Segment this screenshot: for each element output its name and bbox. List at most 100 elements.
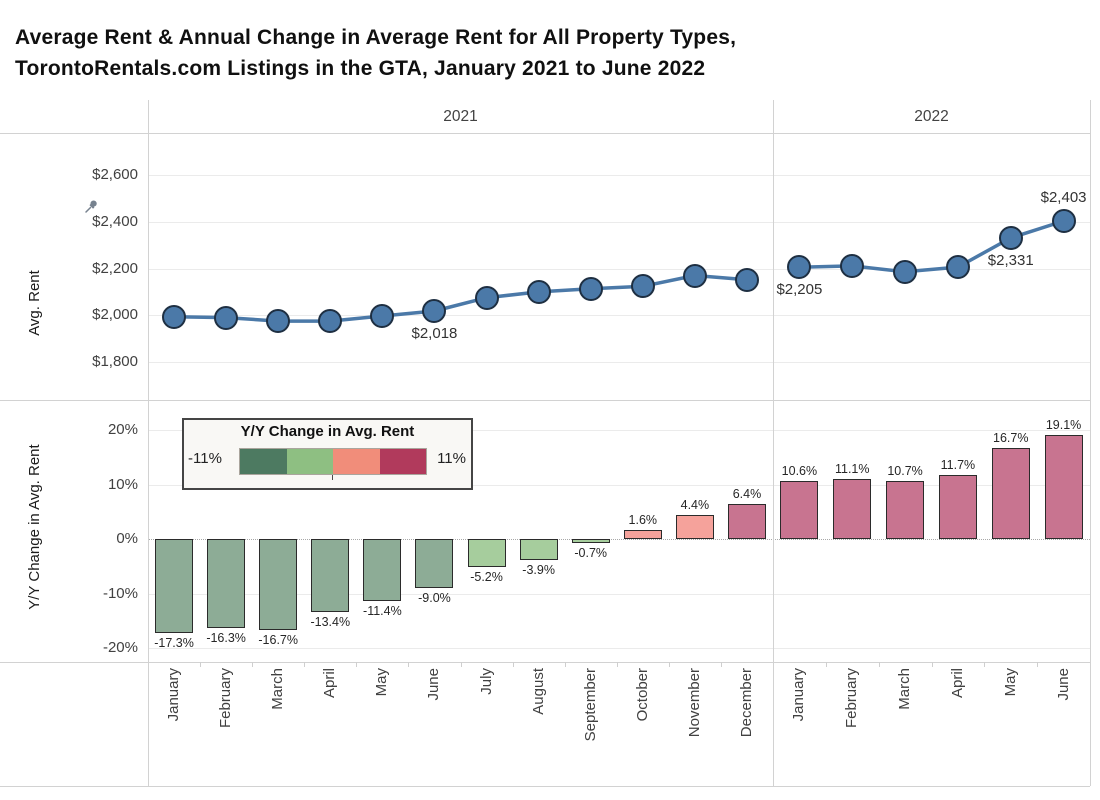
- rent-tick-label: $2,000: [92, 306, 138, 324]
- point-2022-April[interactable]: [945, 255, 970, 280]
- rent-line-2021: [173, 273, 748, 323]
- rent-gridline: [148, 268, 1090, 270]
- color-legend[interactable]: Y/Y Change in Avg. Rent -11% 11%: [182, 418, 473, 490]
- bar-value-label-2021-February: -16.3%: [206, 630, 246, 645]
- bar-2022-June[interactable]: [1044, 434, 1083, 539]
- bar-2021-June[interactable]: [415, 539, 454, 589]
- legend-max-label: 11%: [437, 450, 466, 467]
- bar-2021-March[interactable]: [259, 539, 298, 630]
- rent-tick-label: $2,200: [92, 259, 138, 277]
- month-label-2021-November: November: [685, 668, 703, 738]
- bar-2022-March[interactable]: [886, 480, 925, 539]
- point-2021-October[interactable]: [630, 274, 655, 299]
- bar-2021-May[interactable]: [363, 539, 402, 602]
- bar-value-label-2021-October: 1.6%: [628, 513, 658, 528]
- bar-2021-July[interactable]: [467, 539, 506, 568]
- month-label-2022-May: May: [1001, 668, 1019, 697]
- month-tick: [720, 662, 722, 667]
- yoy-gridline: [148, 648, 1090, 649]
- rent-gridline: [148, 362, 1090, 363]
- point-value-label-2022-June: $2,403: [1040, 189, 1087, 207]
- bar-2021-January[interactable]: [155, 539, 194, 634]
- month-tick: [460, 662, 462, 667]
- point-2021-September[interactable]: [578, 276, 603, 301]
- bar-value-label-2021-November: 4.4%: [680, 498, 710, 513]
- month-label-2021-February: February: [217, 668, 235, 729]
- month-label-2021-June: June: [425, 668, 443, 701]
- point-2021-March[interactable]: [266, 309, 291, 334]
- bar-2021-April[interactable]: [311, 539, 350, 613]
- bar-value-label-2021-August: -3.9%: [522, 563, 555, 578]
- month-label-2021-December: December: [737, 668, 755, 738]
- zero-line: [148, 539, 1090, 540]
- month-label-2021-July: July: [477, 668, 495, 695]
- bar-value-label-2021-March: -16.7%: [258, 633, 298, 647]
- rent-axis-title: Avg. Rent: [26, 270, 43, 336]
- month-tick: [252, 662, 254, 667]
- legend-ramp-segment-0: [240, 449, 287, 474]
- panel-border: [0, 133, 1090, 134]
- point-2021-December[interactable]: [734, 267, 759, 292]
- month-label-2022-March: March: [896, 668, 914, 710]
- month-label-2022-April: April: [948, 668, 966, 699]
- bar-2021-September[interactable]: [571, 539, 610, 543]
- bar-2021-February[interactable]: [207, 539, 246, 628]
- legend-min-label: -11%: [188, 450, 222, 467]
- bar-value-label-2022-March: 10.7%: [887, 463, 923, 478]
- bar-2022-February[interactable]: [833, 478, 872, 539]
- point-2021-July[interactable]: [474, 285, 499, 310]
- chart-title-line2: TorontoRentals.com Listings in the GTA, …: [15, 57, 706, 80]
- bar-value-label-2021-January: -17.3%: [154, 636, 194, 651]
- point-2021-May[interactable]: [370, 303, 395, 328]
- bar-2021-December[interactable]: [727, 504, 766, 539]
- point-2022-May[interactable]: [998, 225, 1023, 250]
- legend-ramp-segment-3: [379, 449, 426, 474]
- bar-value-label-2022-January: 10.6%: [781, 464, 818, 479]
- month-tick: [1037, 662, 1039, 667]
- point-2021-February[interactable]: [214, 305, 239, 330]
- yoy-tick-label: -20%: [102, 639, 138, 656]
- bar-value-label-2021-July: -5.2%: [470, 570, 503, 585]
- month-tick: [668, 662, 670, 667]
- point-2021-January[interactable]: [162, 304, 187, 329]
- point-2022-March[interactable]: [893, 259, 918, 284]
- yoy-tick-label: 0%: [116, 530, 138, 547]
- bar-2022-April[interactable]: [938, 475, 977, 539]
- bar-2021-October[interactable]: [623, 530, 662, 539]
- bar-value-label-2021-May: -11.4%: [363, 604, 402, 619]
- bar-2022-January[interactable]: [780, 481, 819, 539]
- bar-value-label-2022-February: 11.1%: [834, 461, 870, 476]
- bar-2022-May[interactable]: [991, 447, 1030, 539]
- point-2021-April[interactable]: [318, 309, 343, 334]
- point-2022-June[interactable]: [1051, 209, 1076, 234]
- bar-value-label-2022-June: 19.1%: [1045, 417, 1082, 432]
- pin-icon[interactable]: [84, 199, 99, 214]
- legend-ramp-segment-1: [286, 449, 333, 474]
- month-label-2021-March: March: [269, 668, 287, 710]
- bar-value-label-2022-May: 16.7%: [993, 430, 1029, 445]
- panel-border: [0, 662, 1090, 663]
- month-label-2021-May: May: [373, 668, 391, 697]
- panel-border: [1090, 100, 1091, 786]
- month-tick: [931, 662, 933, 667]
- month-label-2022-January: January: [790, 668, 808, 722]
- month-label-2021-September: September: [581, 668, 599, 742]
- point-2021-June[interactable]: [422, 299, 447, 324]
- bar-value-label-2021-April: -13.4%: [310, 615, 351, 630]
- point-2022-January[interactable]: [787, 255, 812, 280]
- point-2022-February[interactable]: [840, 253, 865, 278]
- month-label-2021-August: August: [529, 668, 547, 715]
- rent-gridline: [148, 221, 1090, 223]
- point-2021-November[interactable]: [682, 263, 707, 288]
- chart-title-line1: Average Rent & Annual Change in Average …: [15, 26, 737, 49]
- point-2021-August[interactable]: [526, 279, 551, 304]
- yoy-gridline: [148, 484, 1090, 486]
- point-value-label-2021-June: $2,018: [411, 325, 458, 343]
- month-label-2021-April: April: [321, 668, 339, 699]
- bar-2021-August[interactable]: [519, 539, 558, 561]
- month-tick: [304, 662, 306, 667]
- bar-2021-November[interactable]: [675, 515, 714, 539]
- bar-value-label-2021-December: 6.4%: [732, 487, 762, 502]
- month-tick: [616, 662, 618, 667]
